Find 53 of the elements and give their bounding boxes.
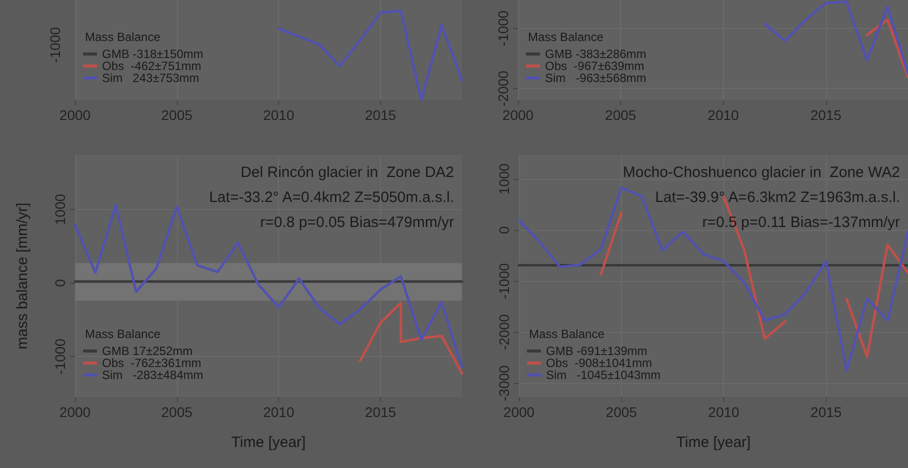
y-tick-label: -1000: [496, 262, 512, 300]
legend-label: GMB -318±150mm: [102, 47, 204, 61]
y-tick-label: 1000: [496, 163, 512, 195]
legend-label: Sim 243±753mm: [102, 71, 200, 85]
legend-label: Sim -1045±1043mm: [546, 368, 661, 382]
y-tick-label: -3000: [496, 365, 512, 402]
legend-label: Sim -963±568mm: [545, 71, 646, 85]
y-tick-label: -1000: [52, 338, 68, 374]
x-tick-label: 2005: [161, 404, 193, 420]
x-tick-label: 2005: [605, 107, 636, 123]
annotation: r=0.8 p=0.05 Bias=479mm/yr: [260, 214, 454, 231]
x-tick-label: 2015: [810, 107, 842, 123]
x-tick-label: 2015: [364, 404, 396, 420]
text: Lat=-33.2° A=0.4km2 Z=5050m.a.s.l.: [209, 189, 454, 206]
y-tick-label: -2000: [496, 314, 512, 350]
y-tick-label: 0: [52, 278, 68, 287]
legend-label: Obs -908±1041mm: [546, 356, 652, 370]
line-series: [763, 0, 908, 75]
x-tick-label: 2010: [263, 404, 294, 420]
x-tick-label: 2010: [708, 404, 740, 420]
legend-label: Obs -967±639mm: [545, 59, 644, 73]
x-tick-label: 2015: [810, 404, 842, 420]
line-series: [74, 204, 464, 368]
x-tick-label: 2005: [606, 404, 638, 420]
legend-label: GMB -691±139mm: [546, 344, 648, 358]
x-tick-label: 2010: [708, 107, 740, 123]
legend-label: Obs -762±361mm: [102, 356, 202, 370]
x-tick-label: 2000: [502, 107, 534, 123]
legend-label: GMB -383±286mm: [545, 47, 646, 61]
x-tick-label: 2000: [59, 404, 91, 420]
legend-title: Mass Balance: [85, 327, 161, 341]
x-tick-label: 2015: [364, 107, 396, 123]
legend-title: Mass Balance: [529, 327, 605, 341]
y-tick-label: -2000: [495, 70, 511, 106]
legend-label: Obs -462±751mm: [102, 59, 202, 73]
x-axis-title: Time [year]: [231, 434, 306, 451]
legend-label: GMB 17±252mm: [102, 344, 193, 358]
x-tick-label: 2005: [161, 107, 193, 123]
legend-label: Sim -283±484mm: [102, 368, 204, 382]
text: Del Rincón glacier in Zone DA2: [240, 164, 454, 181]
y-axis-title: mass balance [mm/yr]: [14, 202, 31, 350]
y-tick-label: -1000: [495, 10, 511, 46]
text: Lat=-39.9° A=6.3km2 Z=1963m.a.s.l.: [655, 189, 900, 206]
x-tick-label: 2010: [263, 107, 294, 123]
x-tick-label: 2000: [503, 404, 535, 420]
legend-title: Mass Balance: [85, 30, 161, 44]
y-tick-label: 1000: [52, 194, 68, 226]
x-tick-label: 2000: [59, 107, 91, 123]
line-series: [358, 302, 464, 375]
x-axis-title: Time [year]: [676, 434, 751, 451]
text: Mocho-Choshuenco glacier in Zone WA2: [622, 164, 900, 181]
legend-title: Mass Balance: [528, 30, 604, 44]
y-tick-label: 0: [496, 226, 512, 234]
